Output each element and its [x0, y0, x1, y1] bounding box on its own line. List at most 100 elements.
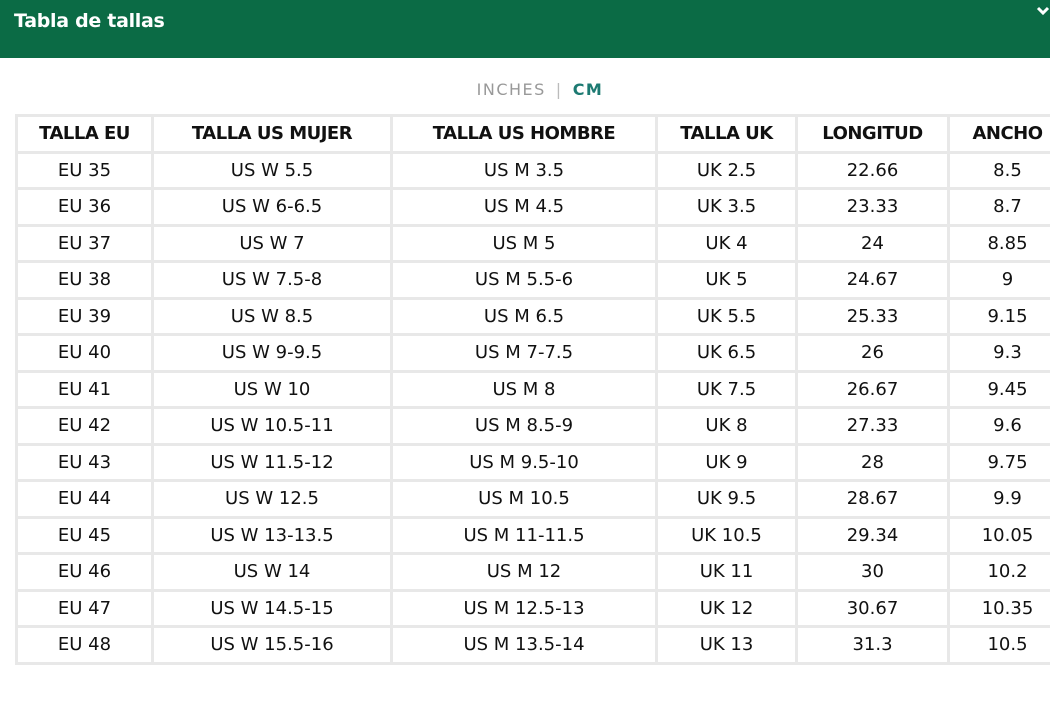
- table-cell: 30.67: [795, 588, 950, 628]
- cm-option[interactable]: CM: [572, 80, 604, 99]
- table-row: EU 40 US W 9-9.5 US M 7-7.5 UK 6.5 26 9.3: [15, 333, 1050, 373]
- table-cell: UK 7.5: [655, 369, 798, 409]
- table-cell: UK 8: [655, 406, 798, 446]
- table-row: EU 46 US W 14 US M 12 UK 11 30 10.2: [15, 552, 1050, 592]
- column-header: TALLA EU: [15, 114, 154, 154]
- table-cell: US W 5.5: [151, 150, 393, 190]
- column-header: TALLA US MUJER: [151, 114, 393, 154]
- table-cell: UK 4: [655, 223, 798, 263]
- table-cell: 9.9: [947, 479, 1050, 519]
- table-cell: 9.45: [947, 369, 1050, 409]
- table-cell: US W 13-13.5: [151, 515, 393, 555]
- table-cell: 31.3: [795, 625, 950, 665]
- table-cell: EU 37: [15, 223, 154, 263]
- unit-toggle: INCHES | CM: [0, 80, 1050, 99]
- table-cell: 28: [795, 442, 950, 482]
- table-cell: 8.7: [947, 187, 1050, 227]
- column-header: TALLA US HOMBRE: [390, 114, 658, 154]
- table-cell: EU 45: [15, 515, 154, 555]
- table-cell: 9.3: [947, 333, 1050, 373]
- table-cell: US M 7-7.5: [390, 333, 658, 373]
- table-cell: US W 8.5: [151, 296, 393, 336]
- table-cell: EU 46: [15, 552, 154, 592]
- table-cell: US W 7: [151, 223, 393, 263]
- table-cell: US M 13.5-14: [390, 625, 658, 665]
- table-cell: 23.33: [795, 187, 950, 227]
- table-cell: US W 6-6.5: [151, 187, 393, 227]
- table-row: EU 44 US W 12.5 US M 10.5 UK 9.5 28.67 9.9: [15, 479, 1050, 519]
- table-cell: UK 5.5: [655, 296, 798, 336]
- table-cell: US M 5: [390, 223, 658, 263]
- table-cell: EU 35: [15, 150, 154, 190]
- table-cell: UK 10.5: [655, 515, 798, 555]
- table-cell: US W 10: [151, 369, 393, 409]
- table-cell: 27.33: [795, 406, 950, 446]
- table-cell: 9.15: [947, 296, 1050, 336]
- table-cell: US M 6.5: [390, 296, 658, 336]
- header-row: TALLA EU TALLA US MUJER TALLA US HOMBRE TAL…: [15, 114, 1050, 154]
- table-row: EU 39 US W 8.5 US M 6.5 UK 5.5 25.33 9.15: [15, 296, 1050, 336]
- table-cell: EU 43: [15, 442, 154, 482]
- table-cell: US M 9.5-10: [390, 442, 658, 482]
- table-cell: 9.6: [947, 406, 1050, 446]
- size-table: TALLA EU TALLA US MUJER TALLA US HOMBRE TAL…: [15, 114, 1050, 665]
- table-cell: UK 5: [655, 260, 798, 300]
- table-cell: 29.34: [795, 515, 950, 555]
- title: Tabla de tallas: [14, 10, 165, 32]
- table-cell: 10.05: [947, 515, 1050, 555]
- table-cell: US M 10.5: [390, 479, 658, 519]
- table-cell: 24.67: [795, 260, 950, 300]
- table-cell: US W 10.5-11: [151, 406, 393, 446]
- table-cell: 22.66: [795, 150, 950, 190]
- table-cell: UK 11: [655, 552, 798, 592]
- table-cell: US M 11-11.5: [390, 515, 658, 555]
- table-cell: EU 39: [15, 296, 154, 336]
- table-row: EU 47 US W 14.5-15 US M 12.5-13 UK 12 30.67 1…: [15, 588, 1050, 628]
- table-cell: US W 9-9.5: [151, 333, 393, 373]
- table-cell: UK 13: [655, 625, 798, 665]
- table-cell: US M 8: [390, 369, 658, 409]
- column-header: LONGITUD: [795, 114, 950, 154]
- table-cell: EU 40: [15, 333, 154, 373]
- chevron[interactable]: [1036, 4, 1050, 18]
- table-row: EU 45 US W 13-13.5 US M 11-11.5 UK 10.5 29.3…: [15, 515, 1050, 555]
- table-cell: 25.33: [795, 296, 950, 336]
- table-cell: 28.67: [795, 479, 950, 519]
- table-cell: UK 6.5: [655, 333, 798, 373]
- table-cell: UK 9.5: [655, 479, 798, 519]
- separator: |: [555, 80, 563, 99]
- table-cell: 8.85: [947, 223, 1050, 263]
- table-cell: 30: [795, 552, 950, 592]
- table-cell: EU 36: [15, 187, 154, 227]
- table-cell: EU 38: [15, 260, 154, 300]
- table-row: EU 37 US W 7 US M 5 UK 4 24 8.85: [15, 223, 1050, 263]
- column-header: ANCHO: [947, 114, 1050, 154]
- column-header: TALLA UK: [655, 114, 798, 154]
- table-cell: EU 41: [15, 369, 154, 409]
- table-cell: 26.67: [795, 369, 950, 409]
- inches-option[interactable]: INCHES: [476, 80, 546, 99]
- table-cell: US W 14.5-15: [151, 588, 393, 628]
- accordion-header[interactable]: Tabla de tallas: [0, 0, 1050, 58]
- table-row: EU 38 US W 7.5-8 US M 5.5-6 UK 5 24.67 9: [15, 260, 1050, 300]
- table-row: EU 42 US W 10.5-11 US M 8.5-9 UK 8 27.33 9.6: [15, 406, 1050, 446]
- table-row: EU 35 US W 5.5 US M 3.5 UK 2.5 22.66 8.5: [15, 150, 1050, 190]
- table-cell: US W 12.5: [151, 479, 393, 519]
- table-cell: US M 5.5-6: [390, 260, 658, 300]
- table-cell: EU 42: [15, 406, 154, 446]
- table-cell: 10.2: [947, 552, 1050, 592]
- table-cell: UK 3.5: [655, 187, 798, 227]
- table-row: EU 36 US W 6-6.5 US M 4.5 UK 3.5 23.33 8.7: [15, 187, 1050, 227]
- table-cell: EU 44: [15, 479, 154, 519]
- table-row: EU 41 US W 10 US M 8 UK 7.5 26.67 9.45: [15, 369, 1050, 409]
- table-cell: UK 9: [655, 442, 798, 482]
- table-cell: EU 47: [15, 588, 154, 628]
- table-cell: US M 12: [390, 552, 658, 592]
- table-cell: 8.5: [947, 150, 1050, 190]
- table-cell: 26: [795, 333, 950, 373]
- table-row: EU 43 US W 11.5-12 US M 9.5-10 UK 9 28 9.75: [15, 442, 1050, 482]
- table-cell: EU 48: [15, 625, 154, 665]
- table-cell: UK 2.5: [655, 150, 798, 190]
- table-cell: US M 3.5: [390, 150, 658, 190]
